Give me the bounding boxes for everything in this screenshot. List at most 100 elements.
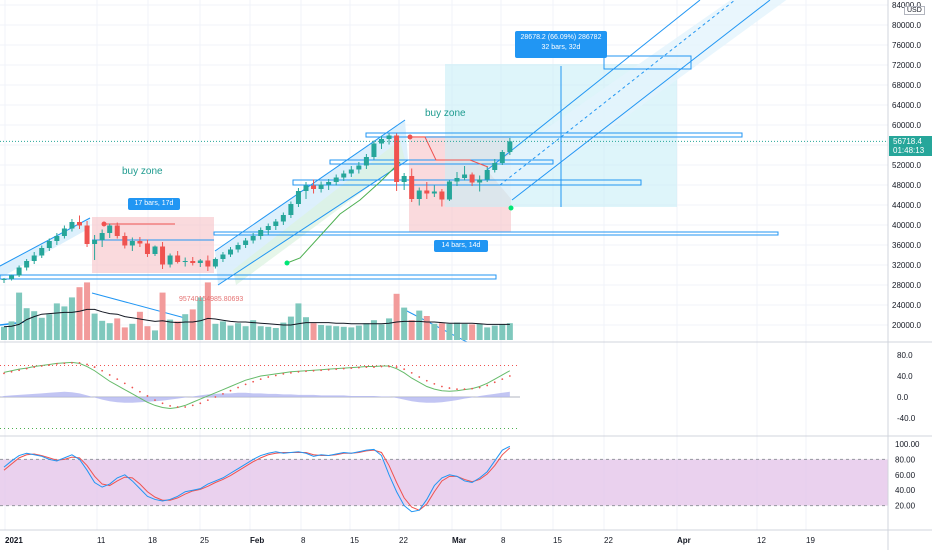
volume-bar: [114, 318, 121, 340]
volume-bar: [506, 323, 513, 340]
volume-bar: [272, 328, 279, 340]
candle-body: [122, 236, 128, 246]
volume-bar: [355, 325, 362, 340]
osc-signal-dot: [222, 392, 224, 395]
candle-body: [16, 267, 22, 276]
candle-body: [197, 260, 203, 263]
time-tick-label: 8: [501, 536, 506, 545]
projection-label-line1: 28678.2 (66.09%) 286782: [520, 34, 602, 41]
time-tick-label: Feb: [250, 536, 264, 545]
candle-body: [469, 174, 475, 183]
stoch-k-line: [3, 445, 511, 513]
stoch-tick-label: 60.00: [895, 471, 916, 480]
candle-body: [1, 279, 7, 280]
volume-bar: [325, 325, 332, 340]
osc-signal-dot: [86, 363, 88, 366]
candle-body: [401, 176, 407, 182]
oscillator-pane: 80.0 40.0 0.0 -40.0: [0, 351, 916, 429]
candle-body: [386, 135, 392, 139]
volume-arrow-line: [91, 292, 186, 319]
candle-body: [205, 260, 211, 267]
volume-bar: [310, 323, 317, 340]
osc-histogram: [0, 391, 510, 403]
ray-label: 95740154985.80693: [179, 296, 244, 303]
volume-bar: [454, 322, 460, 340]
channel-upper-left: [0, 218, 90, 278]
price-tick-label: 28000.0: [892, 281, 921, 290]
candle-body: [311, 185, 317, 189]
candle-body: [265, 226, 271, 230]
candle-body: [114, 225, 120, 236]
volume-bar: [174, 321, 181, 340]
candle-body: [295, 191, 301, 204]
price-tick-label: 32000.0: [892, 261, 921, 270]
time-tick-label: 19: [806, 536, 815, 545]
osc-signal-dot: [425, 379, 428, 382]
volume-bar: [182, 314, 189, 340]
volume-bar: [1, 326, 7, 340]
volume-bar: [476, 323, 483, 340]
price-tick-label: 72000.0: [892, 61, 921, 70]
osc-signal-dot: [214, 396, 217, 398]
osc-signal-dot: [320, 369, 322, 372]
stoch-tick-label: 40.00: [895, 486, 916, 495]
range-label-1: 17 bars, 17d: [128, 198, 180, 210]
price-tick-label: 84000.0: [892, 1, 921, 10]
candle-body: [212, 259, 218, 267]
candle-body: [409, 176, 415, 199]
volume-bar: [370, 320, 377, 340]
price-tick-label: 48000.0: [892, 181, 921, 190]
volume-bars: [1, 282, 513, 340]
time-tick-label: 15: [350, 536, 359, 545]
candle-body: [477, 179, 483, 183]
osc-signal-dot: [350, 367, 353, 370]
hline-box-3: [292, 179, 642, 186]
osc-signal-dot: [501, 378, 504, 381]
volume-bar: [431, 323, 438, 340]
currency-tag[interactable]: USD: [904, 6, 925, 15]
candle-body: [31, 255, 37, 261]
osc-signal-dot: [493, 381, 496, 384]
candle-body: [129, 241, 135, 246]
candle-body: [303, 185, 309, 191]
candle-body: [99, 233, 105, 240]
candle-body: [454, 178, 460, 182]
osc-signal-dot: [93, 366, 96, 368]
channel-main-lower: [217, 159, 409, 286]
osc-signal-dot: [290, 371, 292, 374]
osc-signal-dot: [365, 366, 368, 368]
osc-signal-dot: [478, 386, 481, 389]
time-tick-label: 22: [604, 536, 613, 545]
osc-signal-dot: [78, 361, 81, 364]
candle-body: [144, 243, 150, 254]
osc-signal-dot: [40, 365, 43, 367]
osc-signal-dot: [463, 388, 466, 391]
osc-signal-dot: [335, 368, 338, 371]
candle-body: [220, 254, 226, 259]
price-tick-label: 76000.0: [892, 41, 921, 50]
time-tick-label: 25: [200, 536, 209, 545]
candle-body: [107, 225, 113, 233]
volume-bar: [61, 306, 68, 340]
volume-bar: [144, 326, 151, 340]
volume-bar: [333, 326, 340, 340]
candle-body: [54, 236, 60, 241]
candle-body: [356, 165, 362, 170]
volume-bar: [8, 321, 15, 340]
price-tick-label: 60000.0: [892, 121, 921, 130]
candle-body: [326, 182, 332, 185]
volume-bar: [31, 311, 38, 340]
hline-box-5: [213, 231, 779, 236]
candle-body: [424, 190, 430, 194]
candle-body: [280, 215, 286, 222]
osc-signal-dot: [274, 374, 277, 377]
volume-bar: [295, 303, 302, 340]
time-tick-label: 22: [399, 536, 408, 545]
osc-signal-dot: [101, 369, 104, 372]
osc-signal-dot: [441, 385, 443, 388]
volume-bar: [340, 326, 347, 340]
osc-tick-label: 80.0: [897, 351, 913, 360]
volume-bar: [106, 323, 113, 340]
osc-signal-dot: [244, 383, 247, 386]
